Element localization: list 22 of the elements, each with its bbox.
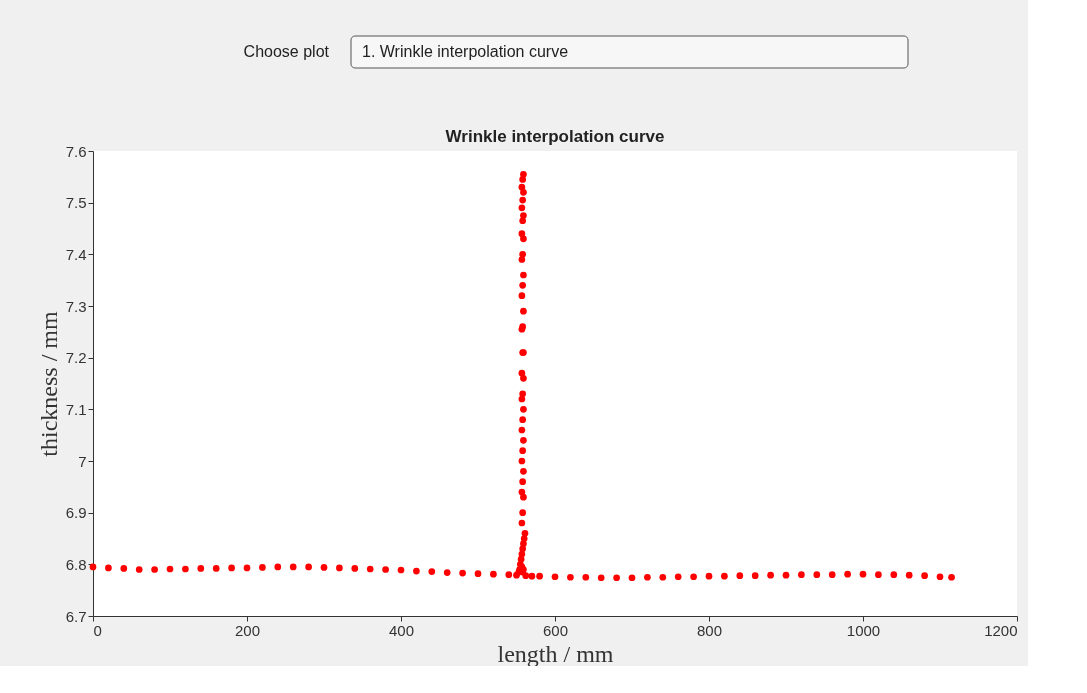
x-tick-label: 1200 [984, 621, 1018, 639]
x-axis-title: length / mm [497, 640, 614, 667]
y-tick-label: 6.7 [65, 607, 87, 625]
y-tick-label: 7.5 [65, 194, 87, 212]
x-tick-label: 800 [696, 621, 723, 639]
x-tick-label: 0 [93, 621, 102, 639]
x-tick-label: 400 [388, 621, 415, 639]
y-tick-label: 7.2 [65, 349, 87, 367]
x-tick-label: 600 [542, 621, 569, 639]
y-tick-label: 7 [78, 452, 87, 470]
text: Choose plot [243, 43, 330, 60]
y-tick-label: 7.3 [65, 297, 87, 315]
y-tick-label: 7.6 [65, 142, 87, 160]
chart-title: Wrinkle interpolation curve [445, 127, 665, 146]
y-tick-label: 7.4 [65, 245, 87, 263]
y-tick-label: 6.9 [65, 504, 87, 522]
y-tick-label: 7.1 [65, 400, 87, 418]
text: 1. Wrinkle interpolation curve [362, 43, 569, 60]
x-tick-label: 200 [234, 621, 261, 639]
y-tick-label: 6.8 [65, 555, 87, 573]
x-tick-label: 1000 [846, 621, 881, 639]
y-axis-title: thickness / mm [35, 311, 62, 457]
